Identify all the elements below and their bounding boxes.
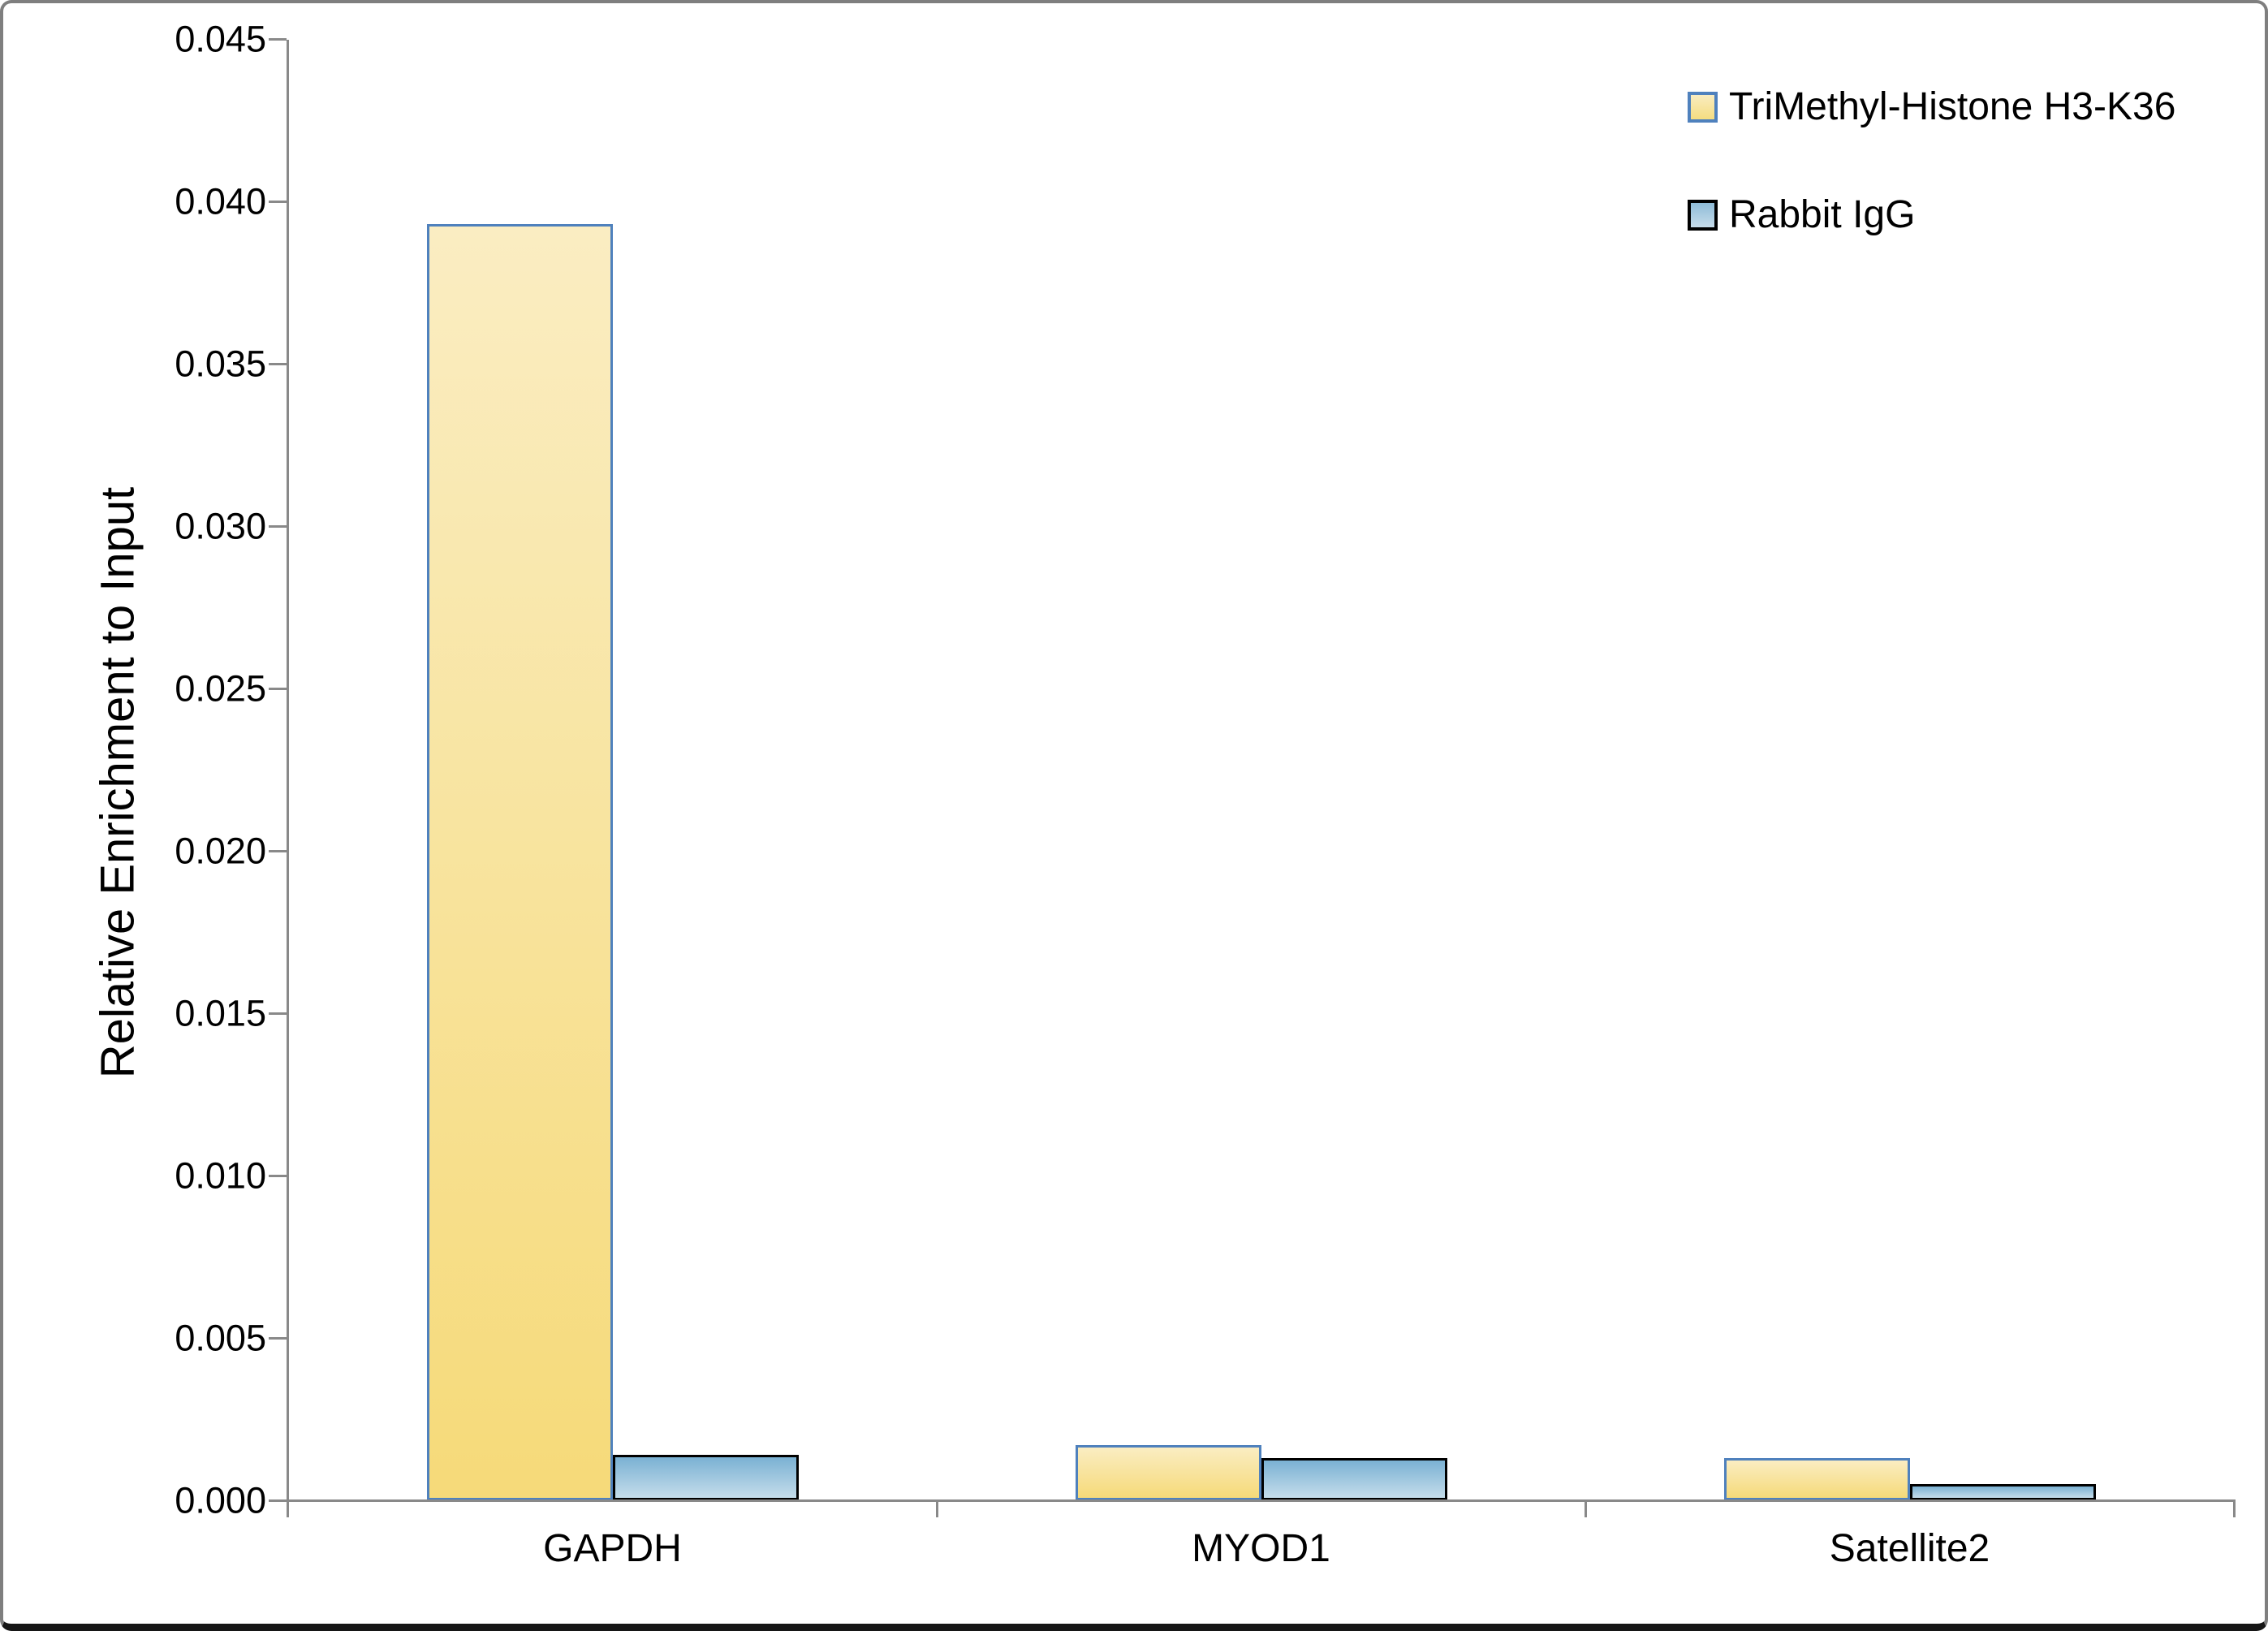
y-tick-label: 0.030 [175,505,266,547]
y-tick-mark [269,1175,287,1177]
y-tick-label: 0.025 [175,667,266,710]
bar-myod1-h3k36 [1075,1445,1261,1500]
bar-satellite2-igg [1909,1484,2096,1500]
y-tick-mark [269,38,287,41]
legend-swatch-icon [1688,200,1718,231]
x-category-label: GAPDH [543,1527,682,1570]
y-tick-label: 0.015 [175,992,266,1034]
y-tick-label: 0.045 [175,18,266,60]
y-tick-mark [269,850,287,852]
y-tick-mark [269,363,287,365]
bar-myod1-igg [1261,1458,1447,1500]
y-axis-line [287,40,289,1517]
y-tick-mark [269,1337,287,1340]
y-tick-mark [269,1012,287,1015]
bar-gapdh-h3k36 [426,224,613,1500]
y-tick-mark [269,525,287,528]
y-tick-mark [269,201,287,203]
y-tick-label: 0.040 [175,180,266,222]
legend-item-igg: Rabbit IgG [1688,196,1915,235]
y-tick-label: 0.020 [175,830,266,872]
legend-swatch-icon [1688,92,1718,123]
bar-gapdh-igg [612,1455,799,1500]
y-axis-title: Relative Enrichment to Input [91,486,144,1079]
x-category-label: MYOD1 [1192,1527,1330,1570]
y-tick-label: 0.035 [175,343,266,385]
y-tick-label: 0.000 [175,1479,266,1521]
legend-item-h3k36: TriMethyl-Histone H3-K36 [1688,88,2175,127]
x-tick-mark [1585,1500,1587,1517]
bar-satellite2-h3k36 [1723,1458,1910,1500]
y-tick-label: 0.005 [175,1317,266,1359]
x-axis-line [287,1499,2236,1502]
legend-label: TriMethyl-Histone H3-K36 [1729,85,2176,128]
x-tick-mark [2233,1500,2236,1517]
y-tick-mark [269,688,287,690]
y-tick-label: 0.010 [175,1154,266,1197]
x-tick-mark [936,1500,938,1517]
y-tick-mark [269,1499,287,1502]
legend-label: Rabbit IgG [1729,193,1916,236]
x-category-label: Satellite2 [1829,1527,1990,1570]
